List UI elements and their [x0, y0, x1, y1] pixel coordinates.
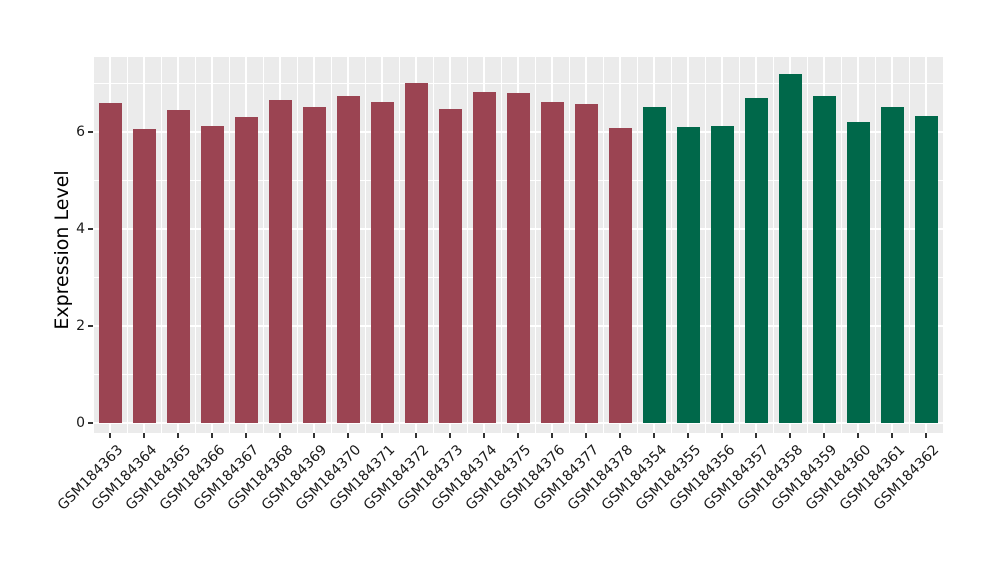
minor-gridline-x13	[534, 57, 536, 433]
y-tick-mark-2	[88, 325, 93, 328]
bar-GSM184362	[914, 116, 938, 424]
minor-gridline-x4	[228, 57, 230, 433]
minor-gridline-x2	[160, 57, 162, 433]
bar-GSM184366	[200, 125, 224, 424]
x-tick-mark-GSM184357	[755, 433, 757, 438]
minor-gridline-x8	[364, 57, 366, 433]
y-tick-label-0: 0	[76, 415, 85, 432]
bar-GSM184376	[540, 102, 564, 424]
x-tick-mark-GSM184364	[143, 433, 145, 438]
x-tick-mark-GSM184358	[789, 433, 791, 438]
bar-GSM184368	[268, 100, 292, 424]
x-tick-mark-GSM184368	[279, 433, 281, 438]
y-tick-label-2: 2	[76, 318, 85, 335]
y-tick-mark-6	[88, 130, 93, 133]
x-tick-mark-GSM184363	[109, 433, 111, 438]
minor-gridline-x21	[806, 57, 808, 433]
x-tick-mark-GSM184366	[211, 433, 213, 438]
x-tick-mark-GSM184354	[653, 433, 655, 438]
bar-GSM184356	[710, 125, 734, 424]
x-tick-mark-GSM184362	[925, 433, 927, 438]
y-tick-mark-4	[88, 227, 93, 230]
bar-GSM184363	[98, 102, 122, 424]
minor-gridline-x6	[296, 57, 298, 433]
minor-gridline-x5	[262, 57, 264, 433]
minor-gridline-x10	[432, 57, 434, 433]
bar-GSM184372	[404, 82, 428, 424]
x-tick-mark-GSM184359	[823, 433, 825, 438]
bar-GSM184373	[438, 109, 462, 424]
x-tick-mark-GSM184371	[381, 433, 383, 438]
x-tick-mark-GSM184375	[517, 433, 519, 438]
bar-GSM184375	[506, 92, 530, 424]
bar-GSM184369	[302, 107, 326, 424]
bar-GSM184361	[880, 107, 904, 424]
bar-GSM184357	[744, 98, 768, 424]
minor-gridline-x14	[568, 57, 570, 433]
minor-gridline-x17	[670, 57, 672, 433]
y-axis-title: Expression Level	[51, 170, 73, 330]
bar-GSM184364	[132, 129, 156, 424]
y-tick-label-4: 4	[76, 220, 85, 237]
y-tick-mark-0	[88, 422, 93, 425]
bar-GSM184377	[574, 104, 598, 424]
bar-GSM184371	[370, 101, 394, 424]
x-tick-mark-GSM184370	[347, 433, 349, 438]
minor-gridline-x0	[93, 57, 94, 433]
minor-gridline-x11	[466, 57, 468, 433]
x-tick-mark-GSM184369	[313, 433, 315, 438]
bar-GSM184365	[166, 109, 190, 424]
x-tick-mark-GSM184372	[415, 433, 417, 438]
minor-gridline-x22	[840, 57, 842, 433]
x-tick-mark-GSM184378	[619, 433, 621, 438]
minor-gridline-x25	[942, 57, 943, 433]
minor-gridline-x23	[874, 57, 876, 433]
bar-GSM184367	[234, 116, 258, 424]
bar-GSM184360	[846, 122, 870, 424]
x-tick-mark-GSM184373	[449, 433, 451, 438]
plot-panel	[93, 57, 943, 433]
minor-gridline-x20	[772, 57, 774, 433]
minor-gridline-x24	[908, 57, 910, 433]
bar-GSM184358	[778, 73, 802, 424]
x-tick-mark-GSM184374	[483, 433, 485, 438]
bar-GSM184374	[472, 92, 496, 424]
minor-gridline-x19	[738, 57, 740, 433]
minor-gridline-x3	[194, 57, 196, 433]
bar-GSM184370	[336, 96, 360, 424]
x-tick-mark-GSM184360	[857, 433, 859, 438]
minor-gridline-x15	[602, 57, 604, 433]
minor-gridline-x16	[636, 57, 638, 433]
bar-GSM184378	[608, 127, 632, 424]
x-tick-mark-GSM184367	[245, 433, 247, 438]
bar-GSM184355	[676, 126, 700, 424]
x-tick-mark-GSM184355	[687, 433, 689, 438]
x-tick-mark-GSM184365	[177, 433, 179, 438]
bar-GSM184359	[812, 95, 836, 424]
minor-gridline-x12	[500, 57, 502, 433]
x-tick-mark-GSM184361	[891, 433, 893, 438]
minor-gridline-x9	[398, 57, 400, 433]
minor-gridline-x1	[126, 57, 128, 433]
x-tick-mark-GSM184376	[551, 433, 553, 438]
minor-gridline-x18	[704, 57, 706, 433]
bar-GSM184354	[642, 106, 666, 424]
x-tick-mark-GSM184356	[721, 433, 723, 438]
y-tick-label-6: 6	[76, 123, 85, 140]
minor-gridline-x7	[330, 57, 332, 433]
x-tick-mark-GSM184377	[585, 433, 587, 438]
